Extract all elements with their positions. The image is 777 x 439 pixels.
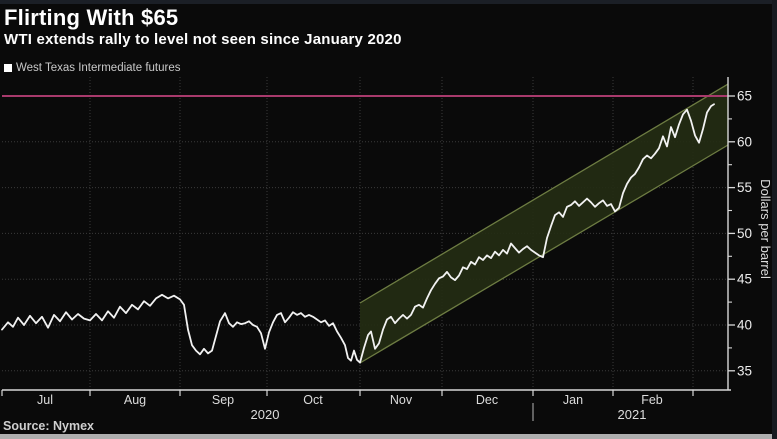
legend-series-label: West Texas Intermediate futures: [16, 62, 181, 74]
chart-title: Flirting With $65: [4, 5, 179, 30]
x-month-label: Oct: [303, 393, 323, 407]
y-tick-label: 50: [737, 226, 752, 241]
trend-channel-fill: [360, 84, 728, 363]
price-line: [1, 103, 715, 364]
x-month-label: Jul: [37, 393, 53, 407]
y-tick-label: 65: [737, 89, 752, 104]
source-credit: Source: Nymex: [3, 419, 95, 433]
top-edge-strip: [0, 0, 777, 4]
y-tick-label: 45: [737, 272, 752, 287]
x-month-label: Sep: [212, 393, 234, 407]
x-month-label: Dec: [476, 393, 498, 407]
x-month-label: Jan: [563, 393, 583, 407]
y-tick-label: 60: [737, 134, 752, 149]
x-year-label: 2020: [251, 407, 280, 422]
chart-subtitle: WTI extends rally to level not seen sinc…: [4, 31, 402, 48]
trend-channel-upper-edge: [359, 83, 729, 304]
y-tick-label: 40: [737, 318, 752, 333]
right-edge-strip: [772, 0, 777, 439]
x-month-label: Aug: [124, 393, 146, 407]
x-year-label: 2021: [618, 407, 647, 422]
x-month-label: Nov: [390, 393, 413, 407]
legend: West Texas Intermediate futures: [4, 62, 181, 74]
x-month-label: Feb: [641, 393, 663, 407]
bottom-edge-strip: [0, 434, 777, 439]
y-axis-title: Dollars per barrel: [758, 179, 773, 279]
legend-square-icon: [4, 64, 12, 72]
y-tick-label: 55: [737, 180, 752, 195]
y-tick-label: 35: [737, 363, 752, 378]
